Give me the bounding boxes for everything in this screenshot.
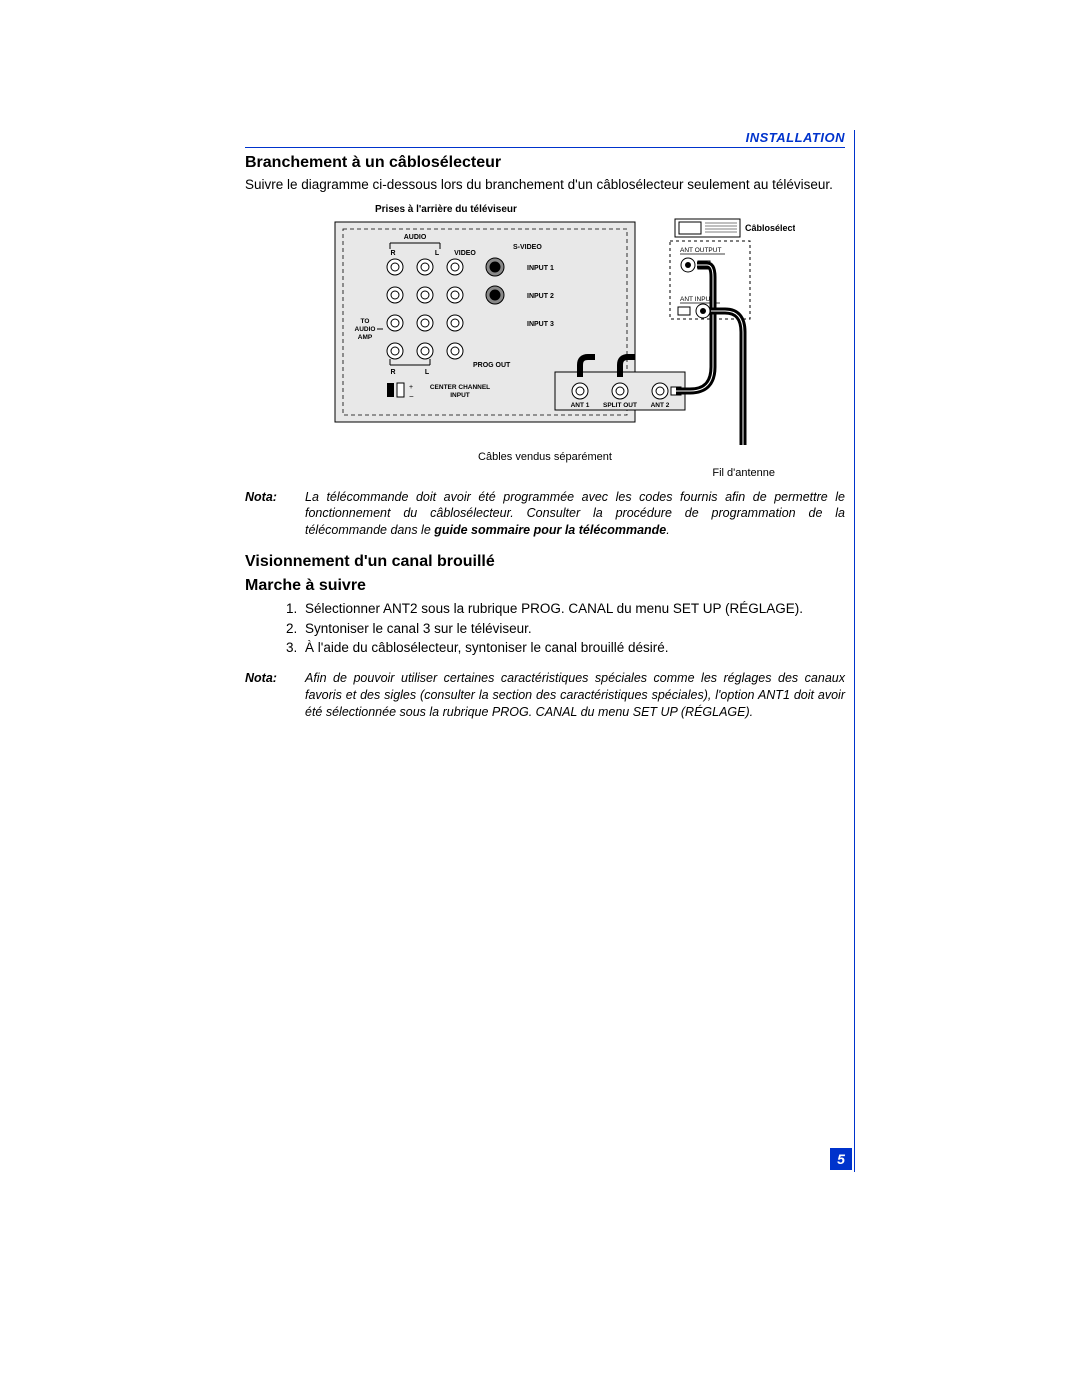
- svg-text:INPUT 1: INPUT 1: [527, 265, 554, 272]
- svg-text:AMP: AMP: [358, 334, 373, 341]
- intro-paragraph: Suivre le diagramme ci-dessous lors du b…: [245, 176, 845, 194]
- heading-visionnement: Visionnement d'un canal brouillé: [245, 553, 845, 571]
- nota-2-text: Afin de pouvoir utiliser certaines carac…: [305, 670, 845, 721]
- page-content: INSTALLATION Branchement à un câblosélec…: [245, 130, 845, 734]
- svg-text:ANT OUTPUT: ANT OUTPUT: [680, 247, 721, 254]
- svg-text:VIDEO: VIDEO: [454, 250, 476, 257]
- section-header: INSTALLATION: [245, 130, 845, 148]
- heading-branchement: Branchement à un câblosélecteur: [245, 154, 845, 172]
- svg-text:ANT 1: ANT 1: [571, 402, 590, 409]
- svg-text:ANT INPUT: ANT INPUT: [680, 296, 714, 303]
- nota-label: Nota:: [245, 670, 305, 721]
- diagram-caption-antenna: Fil d'antenne: [295, 467, 795, 479]
- nota-2: Nota: Afin de pouvoir utiliser certaines…: [245, 670, 845, 721]
- svg-text:Câblosélecteur: Câblosélecteur: [745, 223, 795, 233]
- svg-text:ANT 2: ANT 2: [651, 402, 670, 409]
- diagram-svg: AUDIO R L VIDEO S-VIDEO: [295, 217, 795, 447]
- connection-diagram: Prises à l'arrière du téléviseur AUDIO R…: [295, 204, 795, 479]
- svg-text:S-VIDEO: S-VIDEO: [513, 244, 542, 251]
- svg-text:R: R: [390, 250, 395, 257]
- svg-text:INPUT 3: INPUT 3: [527, 321, 554, 328]
- step-item: Sélectionner ANT2 sous la rubrique PROG.…: [301, 599, 845, 619]
- step-item: Syntoniser le canal 3 sur le téléviseur.: [301, 619, 845, 639]
- svg-text:PROG OUT: PROG OUT: [473, 362, 511, 369]
- svg-text:−: −: [409, 392, 414, 401]
- svg-text:INPUT: INPUT: [450, 392, 470, 399]
- right-margin-rule: [854, 130, 855, 1172]
- svg-text:+: +: [409, 384, 413, 391]
- heading-marche: Marche à suivre: [245, 577, 845, 595]
- svg-text:R: R: [390, 369, 395, 376]
- steps-list: Sélectionner ANT2 sous la rubrique PROG.…: [301, 599, 845, 658]
- svg-text:L: L: [425, 369, 430, 376]
- diagram-caption-top: Prises à l'arrière du téléviseur: [375, 204, 795, 215]
- svg-text:SPLIT OUT: SPLIT OUT: [603, 402, 637, 409]
- diagram-caption-cables: Câbles vendus séparément: [295, 451, 795, 463]
- page-number: 5: [830, 1148, 852, 1170]
- svg-text:L: L: [435, 250, 440, 257]
- svg-text:AUDIO: AUDIO: [355, 326, 376, 333]
- svg-text:INPUT 2: INPUT 2: [527, 293, 554, 300]
- nota-1-text: La télécommande doit avoir été programmé…: [305, 489, 845, 540]
- nota-1: Nota: La télécommande doit avoir été pro…: [245, 489, 845, 540]
- svg-text:AUDIO: AUDIO: [404, 234, 427, 241]
- step-item: À l'aide du câblosélecteur, syntoniser l…: [301, 638, 845, 658]
- nota-label: Nota:: [245, 489, 305, 540]
- svg-text:TO: TO: [361, 318, 370, 325]
- svg-text:CENTER CHANNEL: CENTER CHANNEL: [430, 384, 490, 391]
